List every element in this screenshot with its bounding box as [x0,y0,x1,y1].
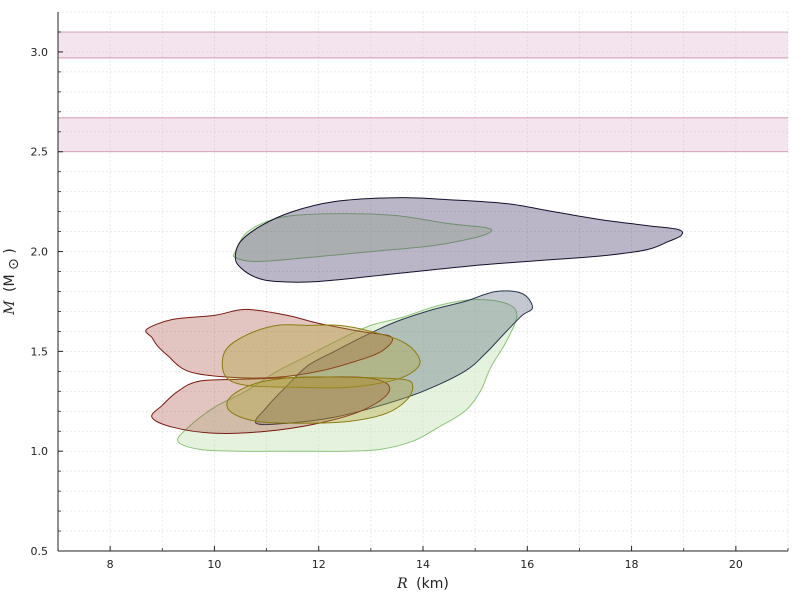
credible-region-7 [226,376,414,424]
band-layer [58,31,788,153]
region-layer [145,197,684,452]
x-tick-label: 8 [107,558,114,571]
y-tick-label: 2.0 [31,246,49,259]
x-tick-label: 20 [729,558,743,571]
x-tick-label: 14 [416,558,430,571]
x-tick-label: 12 [312,558,326,571]
x-axis-label: R (km) [396,576,449,592]
band-1 [58,117,788,152]
band-0 [58,31,788,58]
credible-region-4 [145,308,394,379]
y-tick-label: 0.5 [31,545,49,558]
credible-region-3 [254,290,533,426]
y-tick-label: 1.0 [31,445,49,458]
y-tick-label: 1.5 [31,345,49,358]
grid [57,11,789,552]
y-tick-label: 2.5 [31,146,49,159]
x-tick-label: 16 [520,558,534,571]
credible-region-2 [177,298,518,452]
tick-layer: 8 10 12 14 16 18 20 0.5 1.0 1.5 2.0 2.5 3.0 [31,31,789,571]
credible-region-0 [232,213,493,262]
credible-region-6 [221,324,421,389]
credible-region-1 [234,197,684,283]
x-tick-label: 18 [625,558,639,571]
x-tick-label: 10 [207,558,221,571]
credible-region-5 [151,376,391,434]
y-axis-label: M (M ⊙ ) [2,248,22,315]
y-tick-label: 3.0 [31,46,49,59]
